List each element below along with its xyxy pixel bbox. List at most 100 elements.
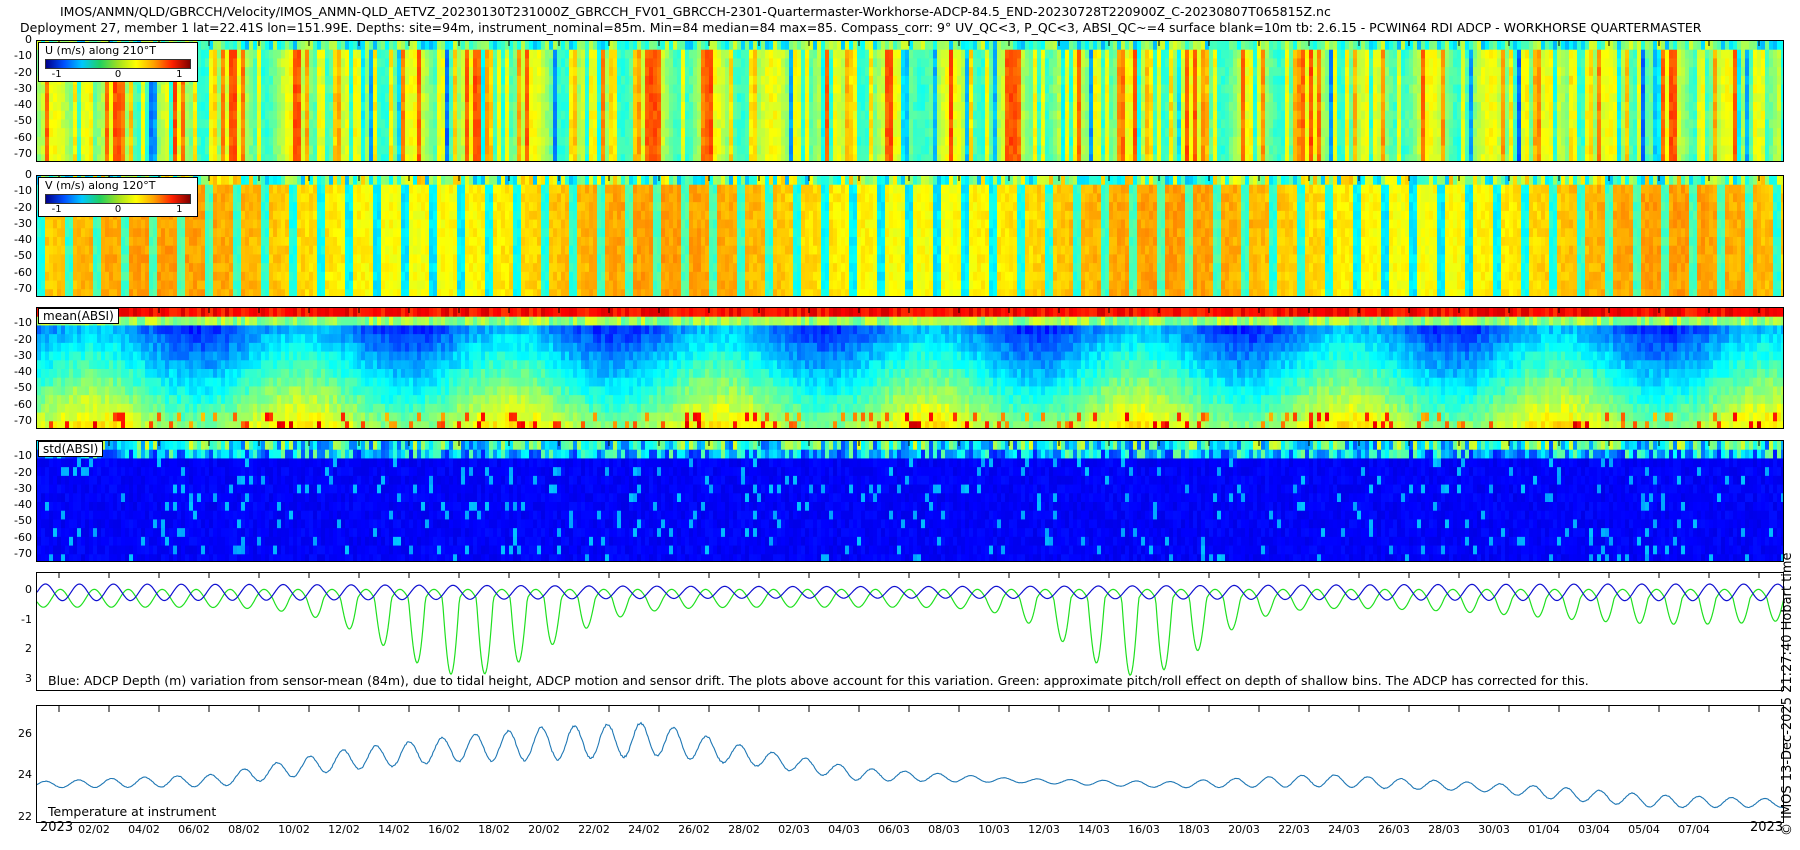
heatmap-cell <box>145 84 149 94</box>
heatmap-cell <box>717 58 721 68</box>
heatmap-cell <box>1173 41 1177 51</box>
heatmap-cell <box>161 102 165 112</box>
heatmap-cell <box>377 154 381 161</box>
heatmap-cell <box>485 58 489 68</box>
heatmap-cell <box>865 41 869 51</box>
heatmap-cell <box>1341 41 1345 51</box>
heatmap-cell <box>285 154 289 161</box>
heatmap-cell <box>1253 67 1257 77</box>
heatmap-cell <box>721 84 725 94</box>
heatmap-cell <box>89 102 93 112</box>
heatmap-cell <box>921 49 925 60</box>
heatmap-cell <box>805 84 809 94</box>
heatmap-cell <box>485 67 489 77</box>
heatmap-cell <box>981 102 985 112</box>
heatmap-cell <box>985 145 989 155</box>
heatmap-cell <box>1061 93 1065 103</box>
heatmap-cell <box>1265 110 1269 121</box>
heatmap-cell <box>365 93 369 103</box>
heatmap-cell <box>1105 49 1109 60</box>
heatmap-cell <box>1277 154 1281 161</box>
heatmap-cell <box>429 84 433 94</box>
heatmap-cell <box>381 154 385 161</box>
heatmap-cell <box>433 102 437 112</box>
heatmap-cell <box>181 84 185 94</box>
heatmap-cell <box>1033 93 1037 103</box>
heatmap-cell <box>269 84 273 94</box>
heatmap-cell <box>101 102 105 112</box>
heatmap-cell <box>985 154 989 161</box>
heatmap-cell <box>461 154 465 161</box>
heatmap-cell <box>365 49 369 60</box>
heatmap-cell <box>1061 58 1065 68</box>
heatmap-cell <box>201 58 205 68</box>
heatmap-cell <box>61 84 65 94</box>
heatmap-cell <box>941 128 945 138</box>
heatmap-cell <box>1077 84 1081 94</box>
heatmap-cell <box>449 110 453 121</box>
heatmap-cell <box>117 110 121 121</box>
heatmap-cell <box>37 136 41 147</box>
heatmap-cell <box>1353 119 1357 129</box>
heatmap-cell <box>353 102 357 112</box>
heatmap-cell <box>417 58 421 68</box>
heatmap-cell <box>861 93 865 103</box>
heatmap-cell <box>553 119 557 129</box>
heatmap-cell <box>317 58 321 68</box>
heatmap-cell <box>837 93 841 103</box>
heatmap-cell <box>777 128 781 138</box>
heatmap-cell <box>281 75 285 86</box>
heatmap-cell <box>1341 102 1345 112</box>
heatmap-cell <box>641 119 645 129</box>
heatmap-cell <box>537 58 541 68</box>
heatmap-cell <box>345 110 349 121</box>
heatmap-cell <box>541 145 545 155</box>
heatmap-cell <box>537 75 541 86</box>
heatmap-cell <box>1217 49 1221 60</box>
heatmap-cell <box>1349 75 1353 86</box>
heatmap-cell <box>713 136 717 147</box>
heatmap-cell <box>1057 58 1061 68</box>
heatmap-cell <box>1041 119 1045 129</box>
heatmap-cell <box>841 102 845 112</box>
heatmap-cell <box>457 145 461 155</box>
heatmap-cell <box>213 41 217 51</box>
heatmap-cell <box>909 75 913 86</box>
heatmap-cell <box>53 145 57 155</box>
heatmap-cell <box>417 136 421 147</box>
heatmap-cell <box>1133 119 1137 129</box>
heatmap-cell <box>1097 102 1101 112</box>
heatmap-cell <box>1389 75 1393 86</box>
heatmap-cell <box>1321 67 1325 77</box>
heatmap-cell <box>793 75 797 86</box>
heatmap-cell <box>1157 102 1161 112</box>
heatmap-cell <box>377 41 381 51</box>
heatmap-cell <box>173 154 177 161</box>
heatmap-cell <box>829 110 833 121</box>
figure-title: IMOS/ANMN/QLD/GBRCCH/Velocity/IMOS_ANMN-… <box>60 4 1331 19</box>
heatmap-cell <box>813 154 817 161</box>
heatmap-cell <box>649 136 653 147</box>
heatmap-cell <box>513 154 517 161</box>
heatmap-cell <box>993 58 997 68</box>
heatmap-cell <box>361 49 365 60</box>
heatmap-cell <box>1249 84 1253 94</box>
heatmap-cell <box>549 49 553 60</box>
heatmap-cell <box>1245 58 1249 68</box>
heatmap-cell <box>1405 75 1409 86</box>
heatmap-cell <box>541 136 545 147</box>
heatmap-cell <box>289 154 293 161</box>
heatmap-cell <box>1349 41 1353 51</box>
heatmap-cell <box>993 93 997 103</box>
heatmap-cell <box>1297 49 1301 60</box>
heatmap-cell <box>261 93 265 103</box>
heatmap-cell <box>325 110 329 121</box>
heatmap-cell <box>453 93 457 103</box>
heatmap-cell <box>1409 75 1413 86</box>
heatmap-cell <box>1105 154 1109 161</box>
heatmap-cell <box>525 93 529 103</box>
heatmap-cell <box>449 128 453 138</box>
heatmap-cell <box>625 102 629 112</box>
heatmap-cell <box>657 145 661 155</box>
heatmap-cell <box>641 136 645 147</box>
